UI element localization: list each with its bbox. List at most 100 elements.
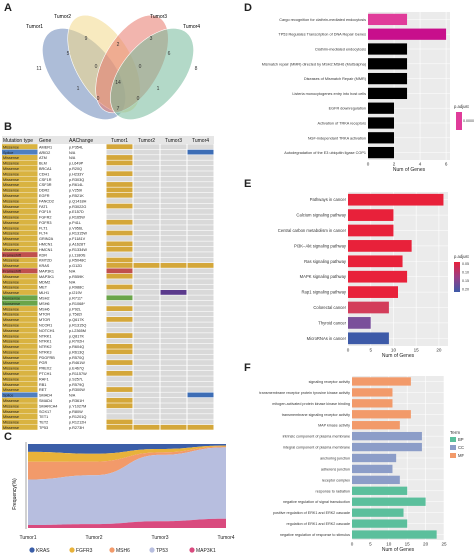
- tumor-cell: [160, 322, 187, 328]
- gene-text: BRCA1: [39, 167, 52, 171]
- legend-title: p.adjust: [454, 254, 470, 259]
- mutation-type-cell: [2, 165, 38, 171]
- venn-count-t13: 1: [77, 86, 80, 92]
- tumor-cell: [133, 343, 160, 349]
- tumor-cell: [187, 311, 214, 317]
- gene-text: FLT1: [39, 226, 48, 230]
- aachange-text: p.Q817K: [69, 334, 84, 338]
- tumor-cell: [187, 149, 214, 155]
- tumor-cell: [106, 192, 133, 198]
- mutation-type-text: Splice: [3, 394, 13, 398]
- mutation-type-cell: [2, 408, 38, 414]
- tumor-cell: [133, 144, 160, 150]
- aachange-text: p.H233Y: [69, 172, 84, 176]
- bar: [348, 193, 444, 206]
- table-row: Missense PDGFRB p.R570Q: [2, 354, 214, 360]
- tumor-cell: [106, 424, 133, 430]
- mutation-type-cell: [2, 181, 38, 187]
- mutation-type-cell: [2, 403, 38, 409]
- tumor-cell: [133, 306, 160, 311]
- mutation-type-cell: [2, 392, 38, 398]
- mutation-type-text: Missense: [3, 172, 19, 176]
- tumor-cell: [187, 306, 214, 311]
- tumor-cell: [106, 176, 133, 182]
- venn-count-t123: 0: [95, 64, 98, 70]
- gene-text: PREX2: [39, 367, 51, 371]
- mutation-type-cell: [2, 273, 38, 279]
- tumor-cell: [160, 403, 187, 409]
- aachange-text: p.L649P: [69, 162, 84, 166]
- tumor-cell: [106, 403, 133, 409]
- category-label: Calcium signaling pathway: [296, 213, 346, 218]
- venn-count-only2: 9: [85, 36, 88, 42]
- colorbar: [456, 112, 462, 130]
- gene-text: NTRK3: [39, 350, 51, 354]
- mutation-type-cell: [2, 241, 38, 247]
- tumor-cell: [133, 311, 160, 317]
- tumor-cell: [133, 165, 160, 171]
- stream-legend-swatch: [189, 547, 195, 553]
- legend-title: Term: [450, 430, 460, 435]
- category-label: Clathrin-mediated endocytosis: [315, 48, 366, 52]
- venn-count-only1: 11: [36, 66, 41, 72]
- venn-diagram: Tumor1 Tumor2 Tumor3 Tumor4 11 9 3 8 5 2…: [26, 14, 200, 120]
- tumor-cell: [106, 203, 133, 209]
- tumor-cell: [133, 414, 160, 419]
- tumor-cell: [187, 333, 214, 338]
- table-row: Missense FANCD2 p.Q1418H: [2, 198, 214, 203]
- tumor-cell: [133, 225, 160, 231]
- table-header-cell: Tumor4: [192, 138, 209, 144]
- gene-text: MDM2: [39, 280, 50, 284]
- tumor-cell: [160, 376, 187, 382]
- table-row: Missense HMCN1 p.A1628T: [2, 241, 214, 247]
- mutation-type-cell: [2, 149, 38, 155]
- colorbar-tick: 0.05: [462, 262, 469, 266]
- x-tick-label: 15: [405, 542, 411, 547]
- mutation-type-cell: [2, 198, 38, 204]
- mutation-type-text: Missense: [3, 388, 19, 392]
- mutation-type-cell: [2, 338, 38, 344]
- mutation-type-text: Missense: [3, 248, 19, 252]
- aachange-text: p.R20Q: [69, 167, 82, 171]
- mutation-table: Mutation type Gene AAChange Tumor1 Tumor2 Tum…: [2, 136, 214, 430]
- aachange-text: p.L1180fs: [69, 253, 85, 257]
- venn-count-t24: 1: [157, 86, 160, 92]
- stream-legend-label: TP53: [156, 548, 168, 554]
- tumor-cell: [160, 187, 187, 193]
- gene-text: TET2: [39, 421, 48, 425]
- category-label: MicroRNAs in cancer: [307, 336, 347, 341]
- mutation-type-text: Missense: [3, 323, 19, 327]
- tumor-cell: [160, 165, 187, 171]
- aachange-text: p.R711*: [69, 296, 83, 300]
- tumor-cell: [133, 155, 160, 160]
- tumor-cell: [106, 273, 133, 279]
- aachange-text: p.R579Q: [69, 383, 84, 387]
- aachange-text: p.A1628T: [69, 243, 86, 247]
- tumor-cell: [160, 333, 187, 338]
- bar: [348, 332, 389, 345]
- table-row: Missense SOX17 p.R80W: [2, 408, 214, 414]
- aachange-text: p.R273H: [69, 426, 84, 430]
- tumor-cell: [133, 176, 160, 182]
- tumor-cell: [106, 268, 133, 274]
- bar: [368, 146, 395, 159]
- gene-text: FGF19: [39, 210, 51, 214]
- tumor-cell: [106, 316, 133, 322]
- aachange-text: p.L2365M: [69, 329, 86, 333]
- table-row: Missense MLH1 p.I219V: [2, 289, 214, 295]
- tumor-cell: [133, 214, 160, 220]
- mutation-type-cell: [2, 316, 38, 322]
- tumor-cell: [160, 424, 187, 430]
- table-row: Missense PTCH1 p.R1157W: [2, 370, 214, 376]
- gene-text: FAT1: [39, 205, 48, 209]
- tumor-cell: [133, 333, 160, 338]
- stream-xtick-label: Tumor1: [19, 535, 36, 541]
- venn-count-only3: 3: [150, 36, 153, 42]
- tumor-cell: [133, 219, 160, 225]
- mutation-type-cell: [2, 284, 38, 290]
- mutation-type-cell: [2, 289, 38, 295]
- tumor-cell: [187, 343, 214, 349]
- tumor-cell: [133, 171, 160, 177]
- tumor-cell: [160, 370, 187, 376]
- tumor-cell: [187, 419, 214, 425]
